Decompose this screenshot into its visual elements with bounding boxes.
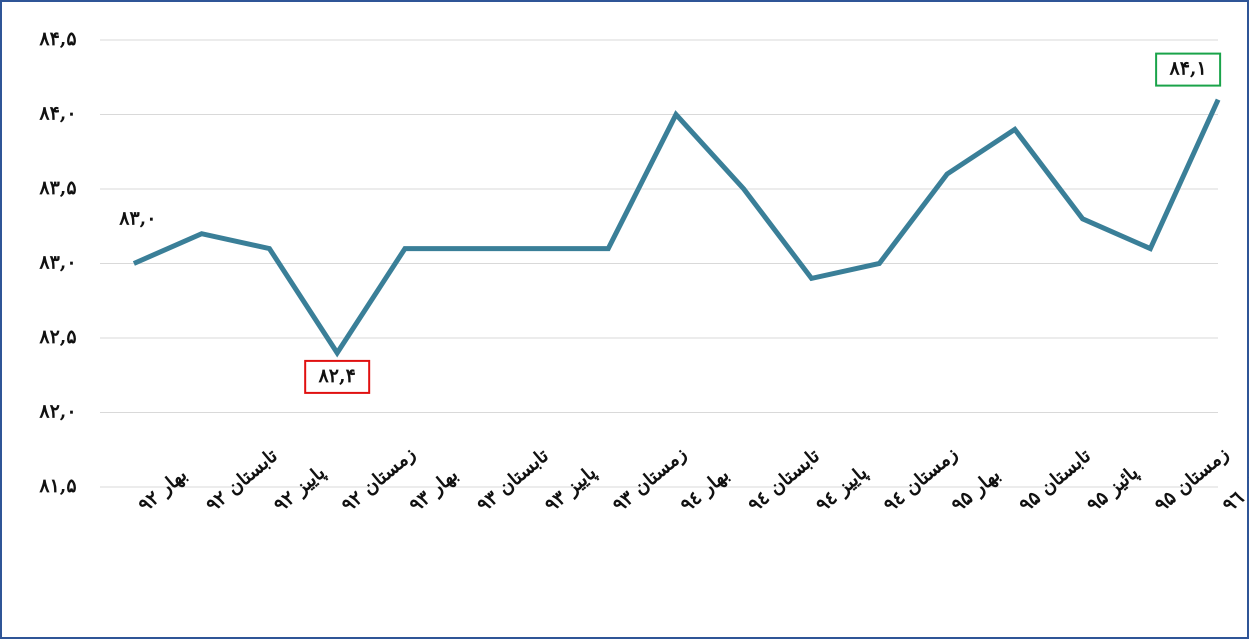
y-tick-label: ۸۴,۵	[38, 28, 76, 50]
x-tick-label: زمستان ۹۵	[1151, 443, 1233, 517]
y-tick-label: ۸۲,۵	[38, 326, 76, 348]
x-tick-label: تابستان ۹۳	[473, 445, 553, 517]
value-label: ۸۳,۰	[118, 208, 156, 230]
x-tick-label: پائیز ۹۵	[1083, 461, 1143, 516]
x-tick-label: پاییز ۹۳	[541, 461, 601, 516]
x-tick-label: بهار ۹۳	[405, 464, 462, 517]
x-tick-label: بهار ۹۲	[134, 464, 191, 517]
data-line	[132, 98, 1221, 358]
x-tick-label: تابستان ۹٤	[744, 445, 824, 517]
x-tick-label: زمستان ۹٤	[880, 443, 962, 517]
x-tick-label: پاییز ۹۲	[270, 461, 330, 516]
value-label-box	[304, 359, 371, 394]
x-tick-label: پاییز ۹٤	[812, 461, 872, 516]
y-tick-label: ۸۳,۰	[38, 252, 76, 274]
x-tick-label: بهار ۹٤	[676, 464, 733, 517]
y-tick-label: ۸۴,۰	[38, 103, 76, 125]
x-tick-label: بهار ۹۵	[947, 464, 1004, 517]
x-tick-label: زمستان ۹۲	[337, 443, 419, 517]
x-tick-label: زمستان ۹۳	[609, 443, 691, 517]
x-tick-label: تابستان ۹۲	[202, 445, 282, 517]
value-label: ۸۴,۱	[1169, 58, 1207, 80]
x-tick-label: بهار ۹٦	[1218, 464, 1249, 517]
y-tick-label: ۸۳,۵	[38, 177, 76, 199]
y-tick-label: ۸۱,۵	[38, 475, 76, 497]
x-tick-label: تابستان ۹۵	[1015, 445, 1095, 517]
value-label: ۸۲,۴	[318, 365, 356, 387]
y-tick-label: ۸۲,۰	[38, 401, 76, 423]
value-label-box	[1155, 52, 1222, 87]
